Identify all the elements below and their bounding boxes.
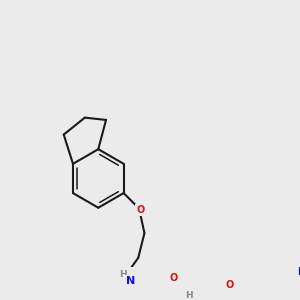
Text: H: H	[185, 291, 193, 300]
Text: O: O	[225, 280, 233, 290]
Text: O: O	[169, 273, 178, 283]
Text: N: N	[126, 276, 135, 286]
Text: N: N	[297, 267, 300, 278]
Text: O: O	[136, 205, 145, 215]
Text: H: H	[119, 270, 127, 279]
